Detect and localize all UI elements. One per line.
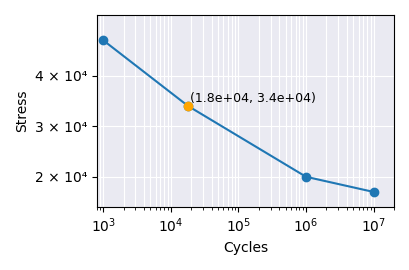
Y-axis label: Stress: Stress [15, 90, 29, 132]
Text: (1.8e+04, 3.4e+04): (1.8e+04, 3.4e+04) [189, 92, 315, 105]
X-axis label: Cycles: Cycles [223, 241, 268, 255]
